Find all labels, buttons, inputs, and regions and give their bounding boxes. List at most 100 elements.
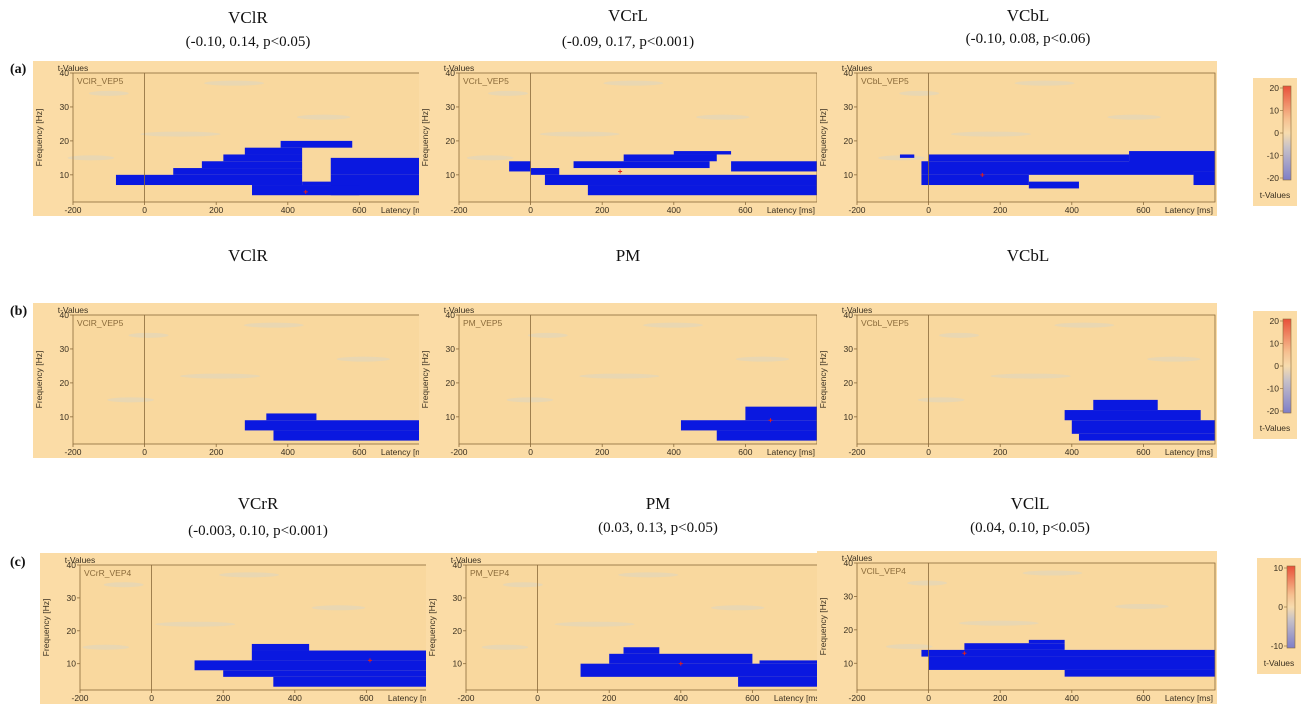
x-tick-label: -200 (64, 205, 81, 215)
y-tick-label: 40 (844, 310, 854, 320)
x-tick-label: -200 (450, 447, 467, 457)
background-streak (1022, 570, 1083, 576)
x-tick-label: 600 (352, 205, 366, 215)
x-tick-label: 600 (1136, 693, 1150, 703)
x-tick-label: -200 (848, 447, 865, 457)
background-streak (506, 397, 554, 403)
x-tick-label: 200 (993, 693, 1007, 703)
background-streak (1147, 356, 1201, 362)
significant-cluster (680, 420, 817, 431)
significant-cluster (1071, 420, 1215, 434)
x-tick-label: 200 (993, 205, 1007, 215)
x-axis-label: Latency [ms] (381, 447, 429, 457)
value-label: t-Values (842, 553, 873, 563)
colorbar-tick-label: 10 (1270, 106, 1280, 116)
background-streak (950, 131, 1031, 137)
y-tick-label: 40 (453, 560, 463, 570)
background-streak (218, 572, 279, 578)
x-tick-label: 600 (745, 693, 759, 703)
background-streak (1014, 80, 1075, 86)
background-streak (579, 373, 660, 379)
background-streak (481, 644, 529, 650)
panel-title: VCbL (1006, 246, 1050, 265)
y-axis-label: Frequency [Hz] (41, 599, 51, 657)
condition-label: PM_VEP5 (463, 318, 502, 328)
significant-cluster (731, 161, 817, 172)
colorbar-tick-label: -20 (1267, 173, 1280, 183)
x-tick-label: 0 (926, 693, 931, 703)
value-label: t-Values (451, 555, 482, 565)
colorbar-gradient (1286, 565, 1296, 649)
y-tick-label: 10 (446, 170, 456, 180)
background-streak (488, 90, 529, 96)
panel-subtitle: (-0.09, 0.17, p<0.001) (561, 34, 695, 50)
x-tick-label: -200 (71, 693, 88, 703)
x-axis-label: Latency [ms] (774, 693, 822, 703)
condition-label: VCrR_VEP4 (84, 568, 132, 578)
significant-cluster (759, 660, 824, 664)
x-axis-label: Latency [ms] (1165, 447, 1213, 457)
peak-marker (618, 169, 623, 174)
x-tick-label: 200 (602, 693, 616, 703)
y-tick-label: 30 (60, 102, 70, 112)
plot-frame (856, 72, 1216, 203)
y-tick-label: 40 (60, 310, 70, 320)
peak-marker (962, 651, 967, 656)
y-tick-label: 20 (67, 626, 77, 636)
colorbar-tick-label: -20 (1267, 406, 1280, 416)
x-tick-label: 200 (993, 447, 1007, 457)
x-tick-label: 0 (142, 447, 147, 457)
panel-subtitle: (-0.10, 0.08, p<0.06) (965, 31, 1091, 47)
background-streak (1115, 603, 1169, 609)
y-tick-label: 40 (844, 68, 854, 78)
y-axis-label: Frequency [Hz] (818, 109, 828, 167)
colorbar-tick-label: 10 (1274, 563, 1284, 573)
condition-label: VCrL_VEP5 (463, 76, 509, 86)
significant-cluster (921, 174, 1029, 186)
x-tick-label: 0 (535, 693, 540, 703)
colorbar-tick-label: 10 (1270, 339, 1280, 349)
colorbar-tick-label: -10 (1267, 151, 1280, 161)
x-axis-label: Latency [ms] (767, 447, 815, 457)
x-axis-label: Latency [ms] (388, 693, 436, 703)
y-tick-label: 30 (453, 593, 463, 603)
background-streak (885, 644, 933, 650)
y-tick-label: 10 (446, 412, 456, 422)
condition-label: VCbL_VEP5 (861, 318, 909, 328)
background-streak (527, 332, 568, 338)
panel-title: VClR (228, 246, 268, 265)
heatmap-panel: 10 20 30 40 -200 0 200 400 600 t-Values Latency [m… (419, 303, 819, 458)
x-tick-label: 400 (1065, 447, 1079, 457)
colorbar: 20 10 0 -10 -20 t-Values (1253, 311, 1297, 439)
significant-cluster (1064, 669, 1215, 677)
background-streak (1054, 322, 1115, 328)
value-label: t-Values (65, 555, 96, 565)
significant-cluster (273, 430, 431, 441)
significant-cluster (530, 168, 560, 175)
background-streak (539, 131, 620, 137)
background-streak (204, 80, 265, 86)
significant-cluster (302, 181, 360, 186)
heatmap-panel: 10 20 30 40 -200 0 200 400 600 t-Values Latency [m… (817, 61, 1217, 216)
y-tick-label: 30 (446, 344, 456, 354)
x-tick-label: -200 (64, 447, 81, 457)
background-streak (243, 322, 304, 328)
y-tick-label: 30 (446, 102, 456, 112)
colorbar-tick-label: 20 (1270, 83, 1280, 93)
significant-cluster (580, 663, 824, 677)
condition-label: PM_VEP4 (470, 568, 509, 578)
significant-cluster (1078, 433, 1215, 441)
background-streak (696, 114, 750, 120)
heatmap-panel: 10 20 30 40 -200 0 200 400 600 t-Values Latency [m… (419, 61, 819, 216)
significant-cluster (544, 174, 817, 186)
heatmap-panel: 10 20 30 40 -200 0 200 400 600 t-Values Latency [m… (33, 61, 433, 216)
x-tick-label: -200 (450, 205, 467, 215)
y-tick-label: 10 (844, 412, 854, 422)
panel-title: PM (645, 494, 671, 513)
background-streak (711, 605, 765, 611)
significant-cluster (194, 660, 431, 671)
y-tick-label: 20 (60, 378, 70, 388)
panel-subtitle: (-0.10, 0.14, p<0.05) (185, 34, 311, 50)
x-axis-label: Latency [ms] (1165, 693, 1213, 703)
y-tick-label: 40 (60, 68, 70, 78)
